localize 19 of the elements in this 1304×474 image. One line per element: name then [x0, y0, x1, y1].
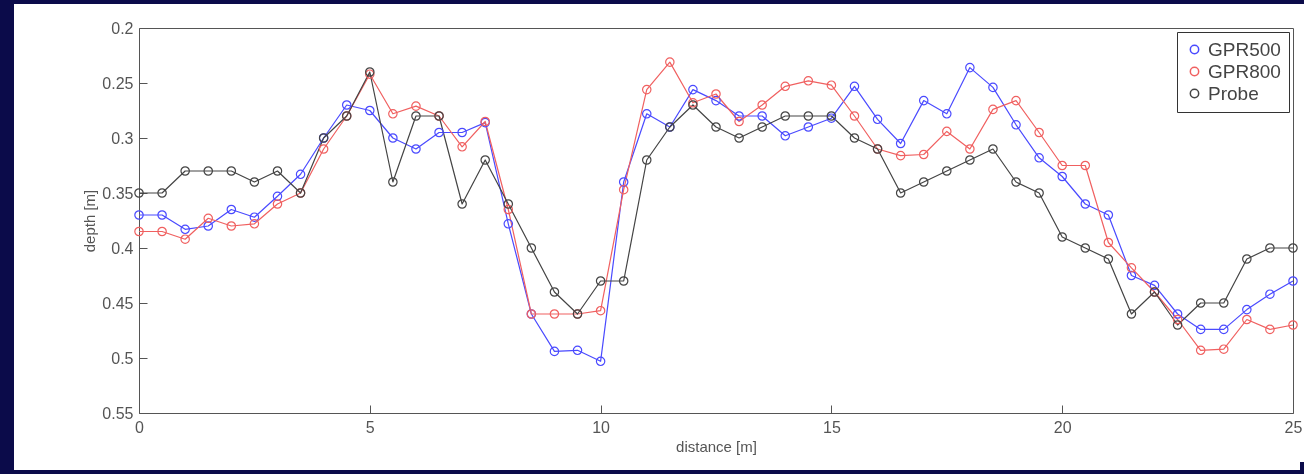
- y-tick-label: 0.4: [111, 239, 134, 257]
- x-tick-label: 10: [592, 418, 611, 436]
- y-tick-label: 0.5: [111, 349, 134, 367]
- y-tick-label: 0.3: [111, 129, 134, 147]
- x-tick-label: 5: [365, 418, 375, 436]
- x-tick-label: 20: [1053, 418, 1072, 436]
- legend-label: GPR800: [1208, 60, 1281, 82]
- legend-label: GPR500: [1208, 38, 1281, 60]
- y-axis-title: depth [m]: [81, 189, 99, 253]
- x-axis-title: distance [m]: [676, 437, 757, 455]
- x-tick-label: 25: [1284, 418, 1303, 436]
- y-tick-label: 0.55: [102, 404, 134, 422]
- legend-label: Probe: [1208, 82, 1259, 104]
- y-tick-label: 0.45: [102, 294, 134, 312]
- y-tick-label: 0.25: [102, 74, 134, 92]
- y-tick-label: 0.2: [111, 19, 134, 37]
- x-tick-label: 15: [823, 418, 841, 436]
- y-tick-label: 0.35: [102, 184, 134, 202]
- x-tick-label: 0: [135, 418, 145, 436]
